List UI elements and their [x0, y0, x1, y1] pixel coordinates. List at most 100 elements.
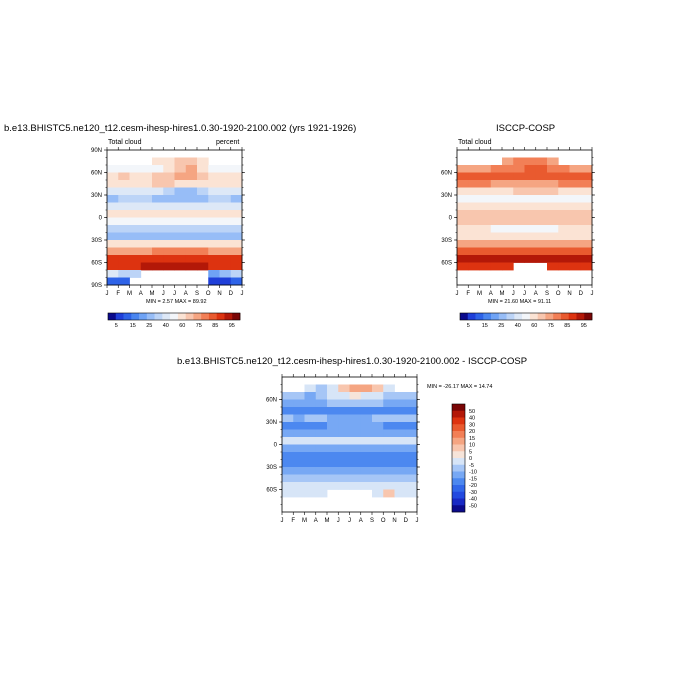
colorbar-swatch	[452, 451, 465, 459]
heatmap-cell	[524, 157, 537, 166]
heatmap-cell	[405, 474, 418, 483]
heatmap-cell	[547, 262, 559, 271]
x-tick-label: J	[106, 291, 109, 297]
heatmap-cell	[479, 217, 492, 226]
heatmap-cell	[230, 195, 243, 203]
heatmap-cell	[140, 210, 153, 218]
heatmap-cell	[580, 232, 593, 241]
heatmap-cell	[230, 277, 243, 286]
heatmap-cell	[197, 157, 209, 166]
heatmap-cell	[479, 202, 492, 211]
heatmap-cell	[304, 474, 317, 483]
heatmap-cell	[304, 414, 317, 423]
heatmap-cell	[468, 225, 480, 233]
heatmap-cell	[558, 187, 570, 196]
heatmap-cell	[107, 172, 119, 181]
heatmap-cell	[219, 225, 232, 233]
x-tick-label: J	[416, 518, 419, 524]
colorbar-label: 25	[498, 323, 504, 329]
heatmap-cell	[304, 399, 317, 408]
x-tick-label: J	[591, 291, 594, 297]
heatmap-cell	[163, 217, 175, 226]
heatmap-cell	[304, 437, 317, 445]
heatmap-cell	[349, 467, 362, 475]
panel2-stats: MIN = 21.60 MAX = 91.11	[488, 299, 552, 305]
heatmap-cell	[524, 165, 537, 173]
heatmap-cell	[185, 217, 198, 226]
heatmap-cell	[569, 202, 582, 211]
colorbar-frame	[451, 403, 466, 513]
heatmap-cell	[372, 422, 384, 430]
heatmap-cell	[327, 392, 339, 400]
colorbar-frame	[107, 312, 241, 321]
heatmap-cell	[107, 277, 119, 286]
heatmap-cell	[107, 247, 119, 256]
heatmap-cell	[208, 187, 220, 196]
heatmap-cell	[383, 429, 395, 438]
colorbar-swatch	[498, 313, 507, 320]
heatmap-cell	[405, 392, 418, 400]
heatmap-cell	[535, 240, 548, 248]
colorbar-label: -30	[469, 490, 477, 496]
heatmap-cell	[152, 187, 164, 196]
heatmap-cell	[360, 429, 373, 438]
colorbar-swatch	[170, 313, 179, 320]
colorbar-label: 5	[467, 323, 470, 329]
x-tick-label: F	[291, 518, 295, 524]
heatmap-cell	[405, 467, 418, 475]
heatmap-cell	[185, 210, 198, 218]
heatmap-cell	[513, 187, 525, 196]
heatmap-cell	[174, 255, 187, 263]
colorbar-swatch	[108, 313, 117, 320]
colorbar-label: 5	[115, 323, 118, 329]
y-tick-label: 60S	[441, 261, 452, 267]
heatmap-cell	[372, 452, 384, 460]
heatmap-cell	[502, 225, 514, 233]
y-tick-label: 0	[449, 216, 453, 222]
heatmap-cell	[383, 452, 395, 460]
heatmap-cell	[129, 247, 142, 256]
x-tick-label: J	[337, 518, 340, 524]
heatmap-cell	[383, 384, 395, 393]
heatmap-cell	[118, 247, 130, 256]
heatmap-cell	[327, 467, 339, 475]
colorbar-swatch	[568, 313, 577, 320]
heatmap-cell	[293, 452, 305, 460]
heatmap-cell	[349, 392, 362, 400]
colorbar-label: 40	[515, 323, 521, 329]
heatmap-cell	[513, 172, 525, 181]
heatmap-cell	[405, 414, 418, 423]
heatmap-cell	[293, 459, 305, 468]
colorbar-swatch	[452, 437, 465, 445]
heatmap-cell	[129, 210, 142, 218]
heatmap-cell	[129, 255, 142, 263]
heatmap-cell	[219, 255, 232, 263]
heatmap-cell	[479, 262, 492, 271]
heatmap-cell	[513, 232, 525, 241]
panel2-plot: J F M A M J J A S O N D J 60N 30N 0 30S 60S	[441, 147, 595, 297]
heatmap-cell	[405, 482, 418, 490]
colorbar-swatch	[514, 313, 523, 320]
y-tick-label: 60N	[441, 171, 452, 177]
heatmap-cell	[338, 459, 350, 468]
heatmap-cell	[394, 452, 407, 460]
heatmap-cell	[513, 157, 525, 166]
heatmap-cell	[502, 180, 514, 188]
heatmap-cell	[349, 474, 362, 483]
panel2-left-label: Total cloud	[458, 139, 492, 146]
colorbar-swatch	[452, 410, 465, 418]
heatmap-cell	[152, 225, 164, 233]
heatmap-cell	[490, 195, 503, 203]
heatmap-cell	[174, 187, 187, 196]
heatmap-cell	[163, 165, 175, 173]
heatmap-cell	[360, 474, 373, 483]
heatmap-cell	[118, 210, 130, 218]
heatmap-cell	[174, 180, 187, 188]
y-tick-label: 60N	[266, 398, 277, 404]
heatmap-cell	[569, 240, 582, 248]
heatmap-cell	[558, 255, 570, 263]
heatmap-cell	[405, 437, 418, 445]
heatmap-cell	[524, 210, 537, 218]
heatmap-cell	[163, 180, 175, 188]
heatmap-cell	[394, 437, 407, 445]
